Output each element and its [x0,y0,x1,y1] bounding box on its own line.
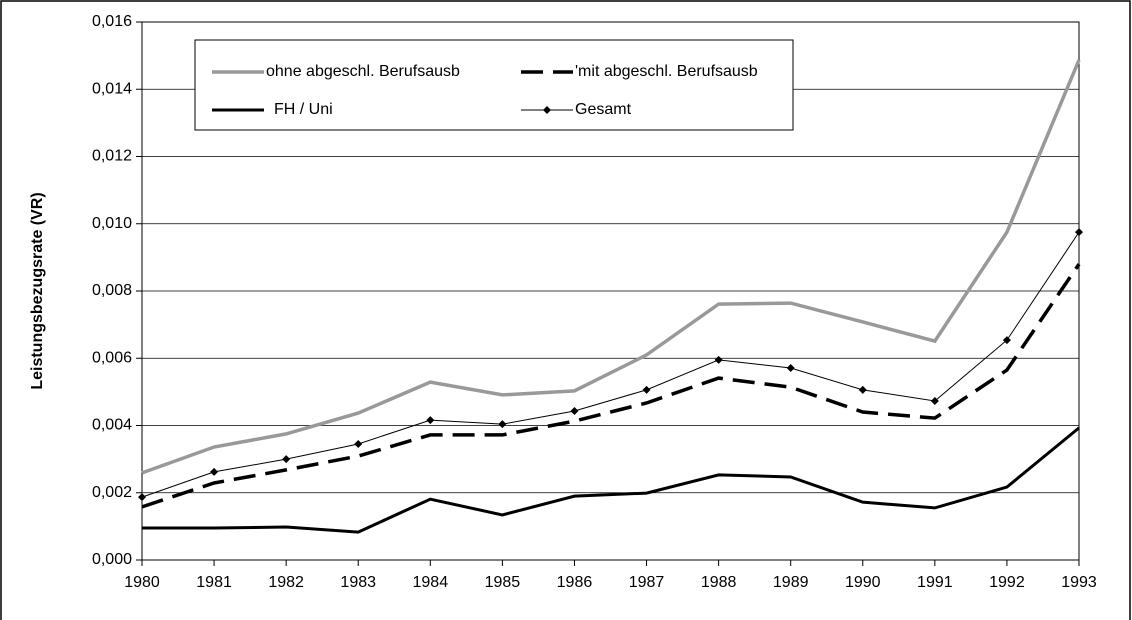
marker [498,420,507,429]
legend-label: FH / Uni [274,101,333,118]
x-tick-label: 1987 [629,574,665,591]
marker [138,493,146,502]
y-axis-label: Leistungsbezugsrate (VR) [29,192,46,389]
x-tick-label: 1986 [557,574,593,591]
marker [426,416,435,425]
marker [354,439,363,448]
x-tick-label: 1985 [485,574,521,591]
legend-label: ohne abgeschl. Berufsausb [266,63,460,80]
x-tick-label: 1982 [268,574,304,591]
y-tick-label: 0,000 [92,551,132,568]
y-tick-label: 0,008 [92,282,132,299]
legend-label: 'mit abgeschl. Berufsausb [575,63,758,80]
y-tick-label: 0,004 [92,417,132,434]
x-tick-label: 1981 [196,574,232,591]
marker [930,396,939,405]
x-tick-label: 1984 [413,574,449,591]
series-line [142,426,1080,534]
marker [642,385,651,394]
x-tick-label: 1989 [773,574,809,591]
y-tick-label: 0,012 [92,148,132,165]
marker [858,385,867,394]
marker [714,355,723,364]
series-line [141,59,1081,475]
x-tick-label: 1992 [989,574,1025,591]
legend-box [194,39,794,131]
marker [210,467,219,476]
series-line [141,231,1080,498]
marker [282,455,291,464]
marker [1075,228,1083,237]
marker [786,364,795,373]
x-tick-label: 1980 [124,574,160,591]
y-tick-label: 0,014 [92,80,132,97]
y-tick-label: 0,010 [92,215,132,232]
series-line [141,263,1081,509]
marker [543,106,551,114]
x-tick-label: 1983 [340,574,376,591]
x-tick-label: 1988 [701,574,737,591]
x-tick-label: 1990 [845,574,881,591]
marker [570,407,579,416]
marker [1002,336,1011,345]
y-tick-label: 0,002 [92,484,132,501]
x-tick-label: 1993 [1061,574,1097,591]
x-tick-label: 1991 [917,574,953,591]
y-tick-label: 0,006 [92,349,132,366]
legend-label: Gesamt [575,101,632,118]
y-tick-label: 0,016 [92,13,132,30]
